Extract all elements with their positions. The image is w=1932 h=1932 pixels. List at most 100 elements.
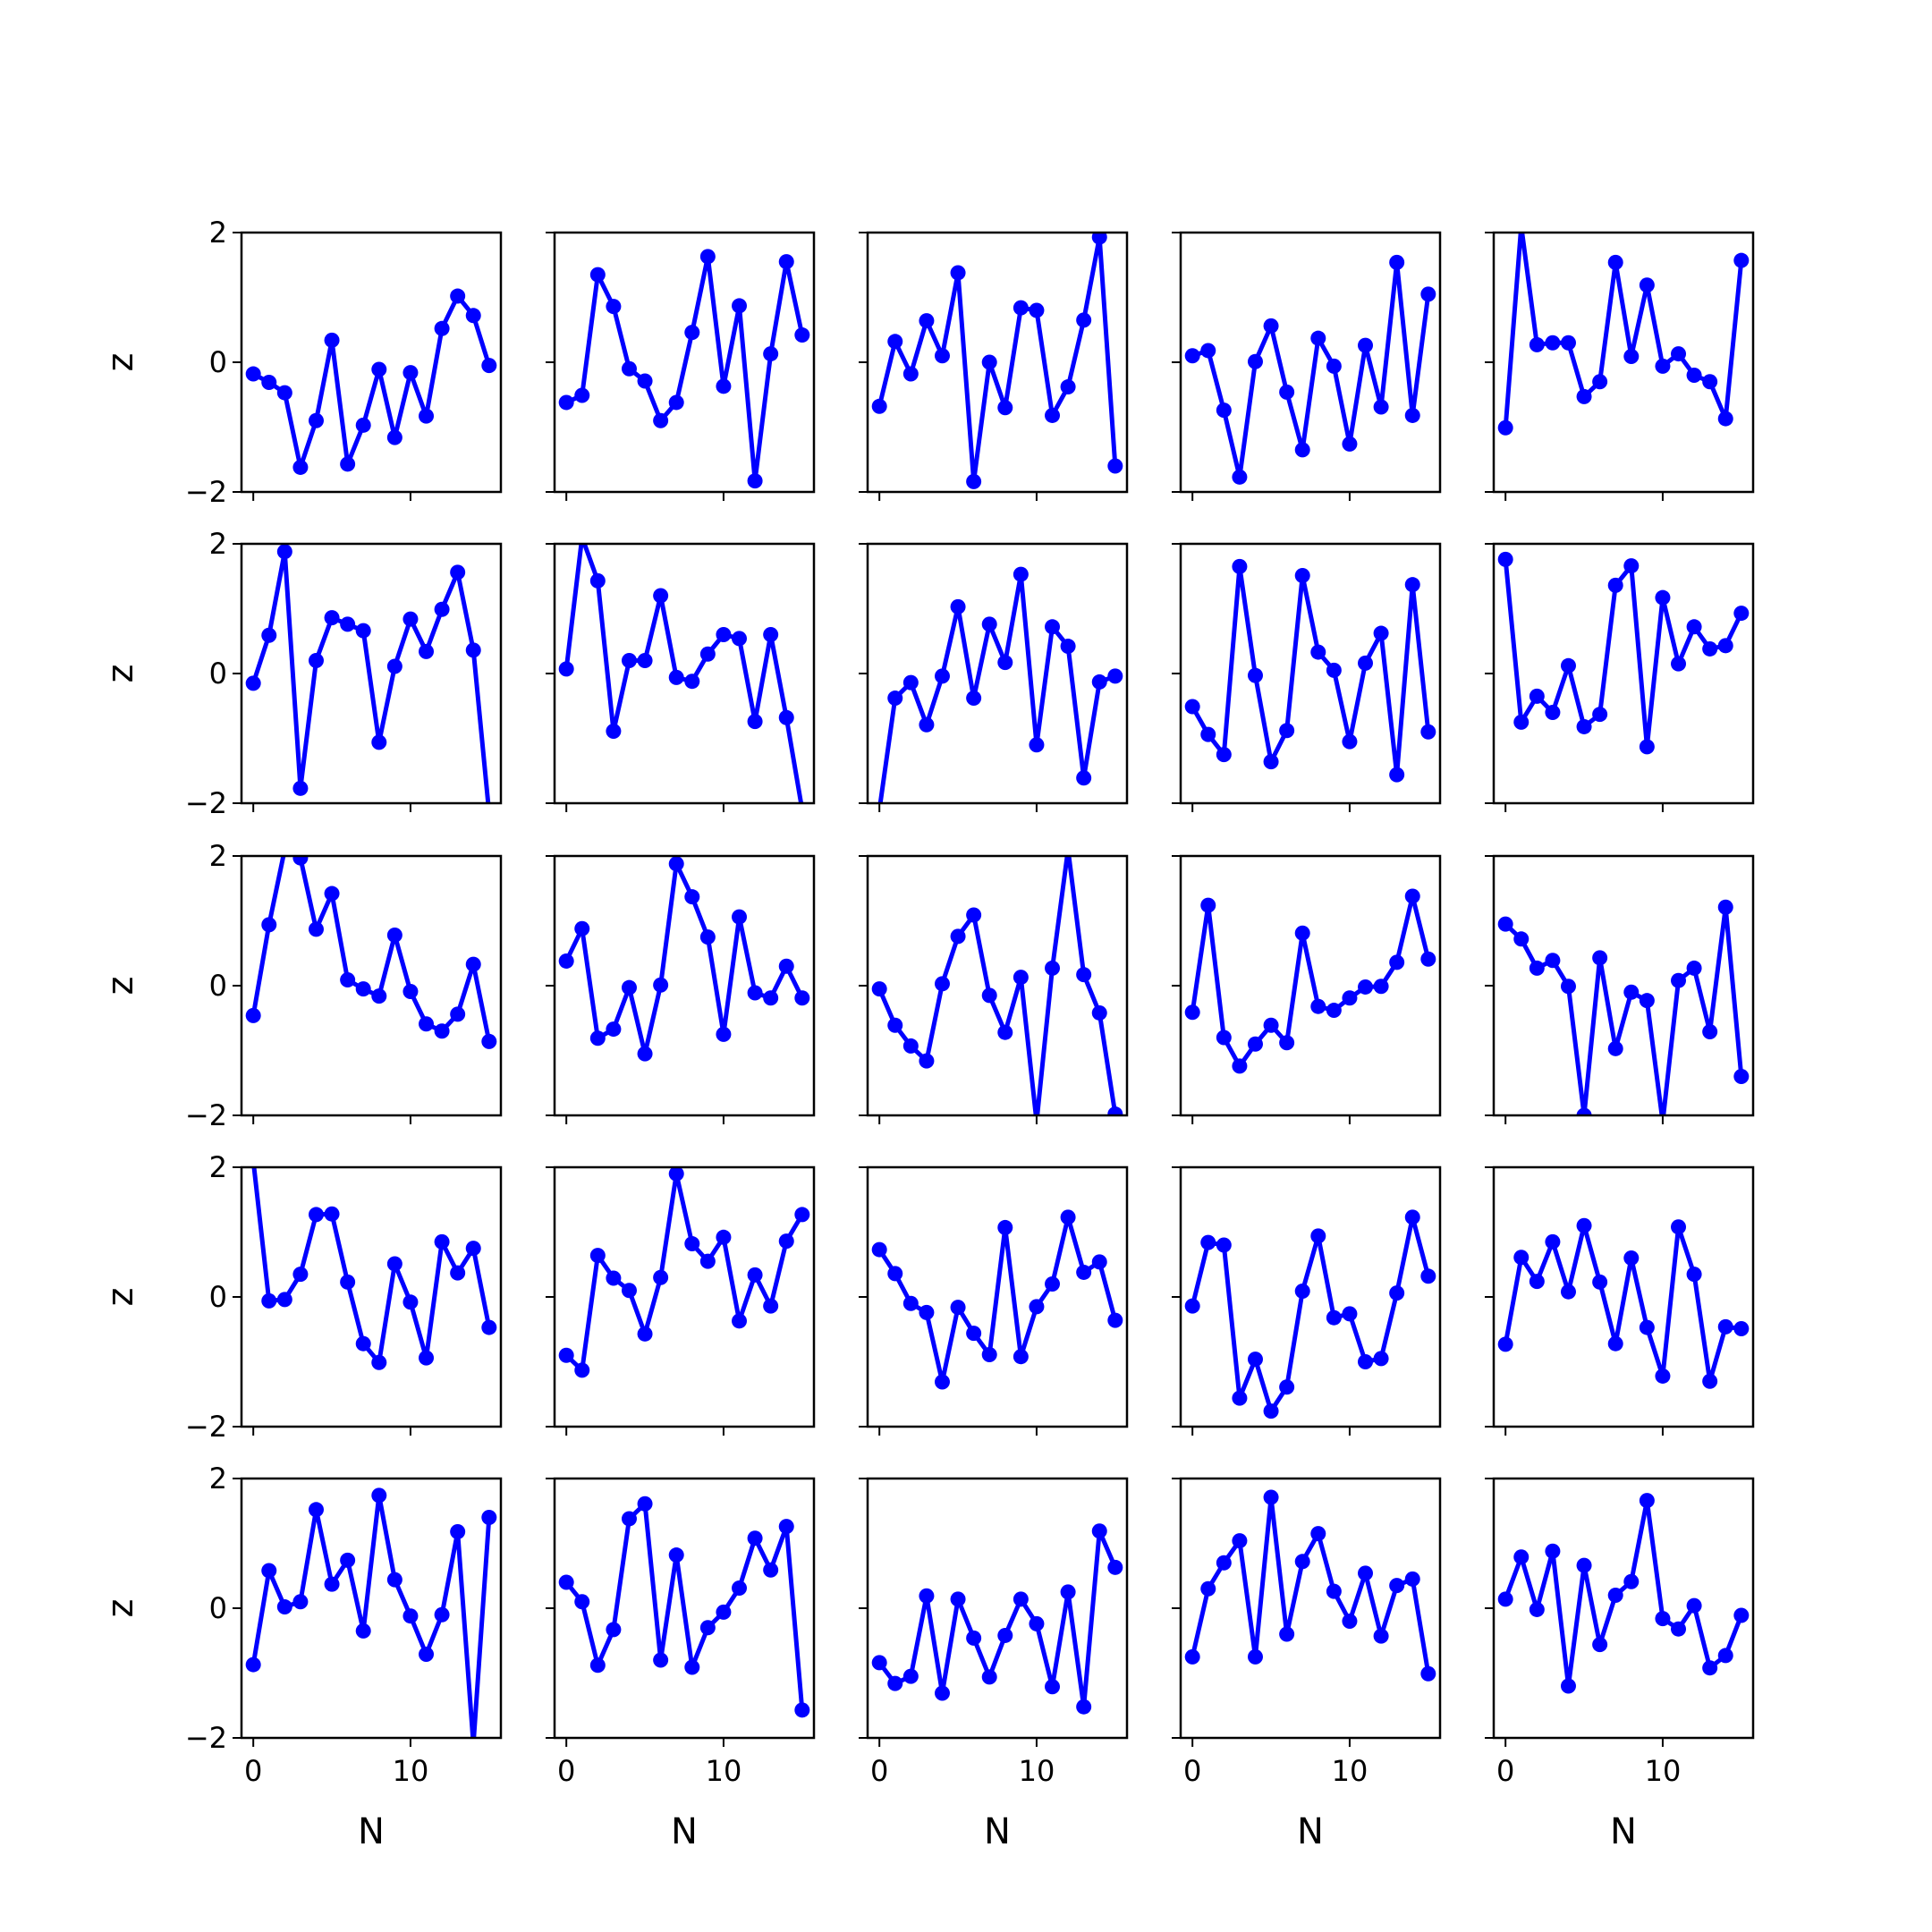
data-point — [1013, 566, 1029, 582]
data-point — [340, 616, 356, 632]
data-point — [1310, 1228, 1326, 1244]
x-tick-label: 10 — [706, 1754, 742, 1788]
data-point — [637, 1326, 653, 1342]
data-point — [1247, 1036, 1263, 1052]
series-line — [1190, 1495, 1431, 1674]
data-point — [589, 1030, 606, 1046]
series-line — [250, 1493, 492, 1738]
series-group — [1497, 233, 1750, 436]
data-point — [950, 265, 966, 281]
data-point — [1576, 1217, 1592, 1233]
series-line — [251, 293, 492, 470]
data-point — [402, 1608, 419, 1624]
data-point — [1045, 619, 1061, 635]
data-point — [1091, 1523, 1107, 1539]
y-tick-label: −2 — [185, 475, 227, 509]
data-point — [919, 1588, 935, 1604]
subplot-r0-c4 — [1485, 231, 1755, 501]
data-point — [950, 1300, 966, 1316]
data-point — [1623, 558, 1640, 574]
subplot-r2-c0: −2 0 2 z — [100, 839, 503, 1132]
data-point — [1045, 407, 1061, 423]
data-point — [684, 889, 700, 905]
data-point — [778, 254, 794, 270]
data-point — [1671, 972, 1687, 988]
data-point — [1389, 954, 1405, 970]
data-point — [1686, 619, 1702, 635]
data-point — [794, 990, 810, 1006]
subplot-r4-c3: 0 10N — [1172, 1477, 1442, 1852]
data-point — [1639, 277, 1655, 293]
data-point — [402, 984, 419, 1000]
data-point — [763, 1562, 779, 1578]
data-point — [1029, 1615, 1045, 1631]
series-line — [564, 544, 804, 803]
data-point — [1576, 1107, 1592, 1115]
data-point — [668, 856, 684, 872]
data-point — [1013, 970, 1029, 986]
data-point — [653, 588, 669, 604]
data-point — [1091, 233, 1107, 245]
data-point — [1639, 993, 1655, 1009]
data-point — [308, 1502, 324, 1518]
data-point — [1279, 1626, 1295, 1642]
data-point — [1310, 330, 1326, 346]
data-point — [1560, 979, 1576, 995]
subplot-r4-c4: 0 10N — [1485, 1477, 1755, 1852]
data-point — [950, 598, 966, 614]
data-point — [1342, 1614, 1358, 1629]
data-point — [1576, 1557, 1592, 1573]
series-line — [1191, 259, 1431, 479]
data-point — [1294, 1283, 1310, 1299]
y-tick-label: −2 — [185, 1721, 227, 1755]
data-point — [1373, 1628, 1389, 1644]
series-line — [1191, 564, 1431, 777]
data-point — [1529, 1601, 1545, 1617]
data-point — [434, 1233, 450, 1250]
subplot-r4-c0: 0 10 −2 0 2 z N — [100, 1462, 503, 1852]
y-axis-label: z — [100, 353, 141, 372]
data-point — [902, 1038, 919, 1054]
data-point — [450, 1006, 466, 1022]
data-point — [386, 429, 402, 445]
data-point — [1091, 1004, 1107, 1021]
data-point — [261, 917, 277, 933]
series-line — [1190, 894, 1431, 1069]
y-tick-label: 0 — [209, 345, 227, 379]
data-point — [386, 1572, 402, 1588]
series-group — [558, 544, 807, 803]
subplot-r0-c3 — [1172, 231, 1442, 501]
data-point — [732, 298, 748, 314]
data-point — [419, 1016, 435, 1032]
data-point — [934, 668, 950, 684]
data-point — [1232, 469, 1248, 485]
data-point — [966, 1630, 982, 1646]
data-point — [1200, 1234, 1216, 1250]
data-point — [778, 1519, 794, 1535]
series-group — [1184, 888, 1436, 1074]
data-point — [1342, 990, 1358, 1006]
data-point — [1560, 335, 1576, 351]
data-point — [1184, 1298, 1200, 1314]
data-point — [1310, 998, 1326, 1014]
series-group — [245, 544, 491, 803]
series-group — [871, 1209, 1123, 1390]
data-point — [1389, 767, 1405, 783]
data-point — [1076, 770, 1092, 786]
data-point — [1404, 888, 1420, 904]
y-tick-label: 2 — [209, 527, 227, 561]
data-point — [1607, 1335, 1623, 1352]
data-point — [997, 1627, 1013, 1643]
data-point — [684, 674, 700, 690]
data-point — [1013, 1349, 1029, 1365]
data-point — [1686, 368, 1702, 383]
data-point — [732, 1580, 748, 1597]
data-point — [1310, 644, 1326, 660]
data-point — [402, 611, 419, 627]
data-point — [1513, 1549, 1530, 1565]
data-point — [1326, 1309, 1342, 1326]
y-tick-label: 2 — [209, 1150, 227, 1184]
series-line — [877, 572, 1116, 803]
data-point — [1060, 1209, 1076, 1225]
